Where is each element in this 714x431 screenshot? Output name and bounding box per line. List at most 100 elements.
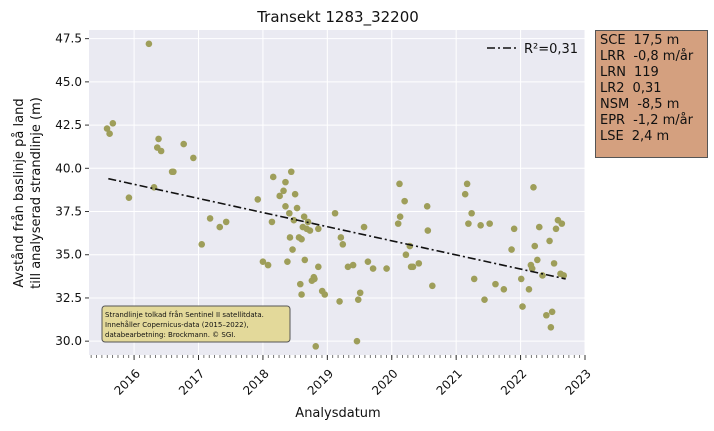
stat-key: LRN [600, 65, 626, 80]
data-point [216, 223, 224, 231]
y-tick-label: 42.5 [55, 118, 82, 132]
data-point [306, 227, 314, 234]
data-point [315, 263, 322, 271]
y-tick-label: 37.5 [55, 205, 82, 219]
data-point [354, 296, 362, 303]
y-tick-label: 35.0 [55, 248, 82, 262]
data-point [396, 213, 404, 221]
stat-value: -0,8 m/år [633, 49, 694, 64]
data-point [170, 168, 177, 176]
stat-key: NSM [600, 97, 630, 112]
data-point [423, 203, 431, 210]
data-point [465, 220, 472, 227]
x-tick-label: 2022 [498, 366, 529, 397]
x-tick-label: 2021 [434, 366, 465, 397]
data-point [296, 280, 304, 288]
stat-value: 2,4 m [631, 129, 670, 144]
data-point [383, 265, 390, 272]
data-point [282, 178, 289, 186]
data-point [311, 275, 318, 283]
annotation-line-3: databearbetning: Brockmann. © SGI. [105, 331, 236, 339]
data-point [344, 263, 352, 271]
data-point [401, 197, 408, 205]
data-point [470, 275, 478, 283]
data-point [287, 168, 295, 176]
data-point [155, 135, 162, 143]
data-point [356, 289, 364, 297]
stat-row-lrr: LRR -0,8 m/år [600, 49, 703, 65]
data-point [508, 246, 515, 253]
stat-value: -1,2 m/år [633, 113, 693, 128]
x-tick-label: 2023 [562, 366, 593, 397]
data-point [286, 234, 294, 241]
x-tick-label: 2019 [305, 366, 336, 397]
data-point [293, 204, 301, 212]
stat-row-lse: LSE 2,4 m [600, 129, 703, 145]
data-point [298, 291, 305, 298]
data-point [269, 173, 277, 181]
data-point [535, 223, 543, 231]
x-grid [133, 30, 586, 355]
x-axis-ticks: 2016 2017 2018 2019 2020 2021 2022 2023 [112, 355, 594, 398]
y-tick-label: 32.5 [55, 291, 82, 305]
data-point [206, 215, 214, 222]
data-point [259, 258, 267, 265]
data-point [157, 147, 165, 155]
stat-key: SCE [600, 33, 626, 48]
data-point [312, 343, 320, 350]
data-point [558, 220, 566, 227]
data-point [531, 242, 539, 250]
data-point [353, 337, 361, 345]
y-axis-label-line1: Avstånd från baslinje på land [12, 98, 27, 287]
data-point [300, 213, 308, 221]
stat-row-lr2: LR2 0,31 [600, 81, 703, 97]
legend: R²=0,31 [487, 42, 578, 57]
data-point [369, 265, 377, 272]
data-points [103, 40, 568, 350]
data-point [291, 190, 299, 198]
data-point [492, 280, 499, 288]
stat-row-epr: EPR -1,2 m/år [600, 113, 703, 129]
data-point [539, 272, 546, 279]
data-point [301, 256, 309, 264]
stat-row-nsm: NSM -8,5 m [600, 97, 703, 113]
data-point [547, 324, 555, 331]
data-point [145, 40, 153, 48]
data-point [517, 275, 525, 283]
data-point [463, 180, 471, 188]
data-point [190, 154, 197, 162]
data-point [321, 291, 329, 298]
stat-key: LR2 [600, 81, 625, 96]
data-point [349, 261, 357, 269]
data-point [282, 203, 289, 210]
y-tick-label: 40.0 [55, 161, 82, 175]
data-point [268, 218, 276, 226]
x-tick-label: 2018 [240, 366, 271, 397]
data-point [336, 298, 343, 305]
data-point [543, 311, 550, 319]
data-point [198, 241, 206, 248]
x-tick-label: 2017 [176, 366, 207, 397]
data-point [424, 227, 432, 234]
data-point [525, 286, 533, 293]
data-point [125, 194, 133, 201]
data-point [402, 251, 410, 259]
data-point [315, 225, 322, 233]
data-point [222, 218, 230, 226]
data-point [280, 187, 287, 195]
data-point [298, 235, 305, 243]
data-point [364, 258, 372, 265]
data-point [530, 184, 537, 191]
data-point [286, 209, 293, 217]
data-point [550, 260, 558, 267]
data-point [396, 180, 403, 188]
data-point [461, 190, 469, 198]
data-point [528, 265, 536, 272]
data-point [103, 125, 111, 132]
stat-value: 119 [634, 65, 659, 80]
annotation-box [101, 305, 291, 343]
stat-row-sce: SCE 17,5 m [600, 33, 703, 49]
stat-value: 17,5 m [633, 33, 680, 48]
x-minor-ticks [90, 355, 586, 358]
data-point [519, 303, 526, 310]
